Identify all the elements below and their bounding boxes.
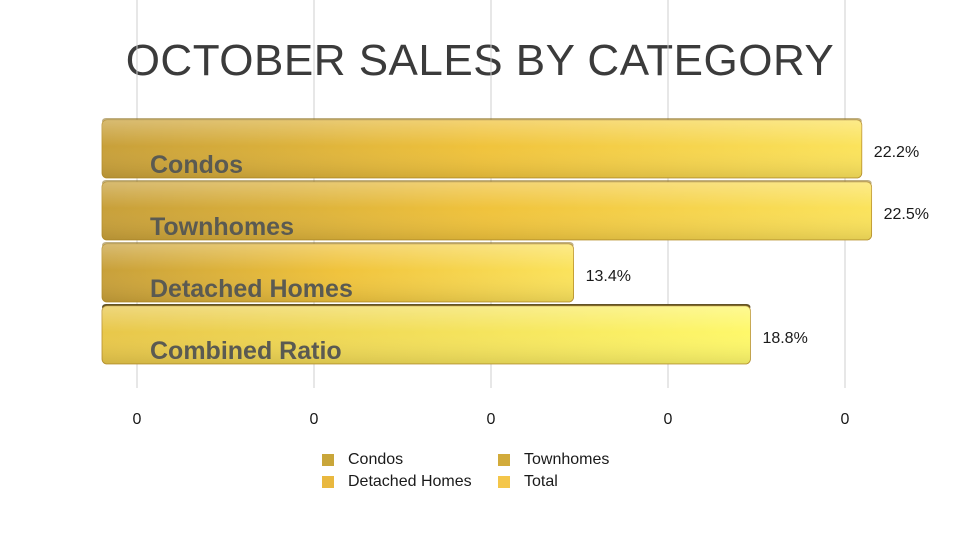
- category-label: Townhomes: [150, 213, 294, 241]
- bar-shine: [102, 244, 574, 302]
- bar-shine: [102, 120, 862, 178]
- legend-item-detached-homes: Detached Homes: [322, 473, 472, 491]
- bar-townhomes: Townhomes 22.5%: [101, 180, 929, 241]
- value-label: 18.8%: [762, 330, 807, 347]
- x-tick-label: 0: [487, 411, 496, 428]
- legend-item-townhomes: Townhomes: [498, 451, 609, 469]
- bar-detached-homes: Detached Homes 13.4%: [101, 242, 631, 303]
- bar-shine: [102, 182, 872, 240]
- legend-item-condos: Condos: [322, 451, 403, 469]
- bars: Condos 22.2% Townhomes 22.5% Detached Homes 1…: [101, 118, 929, 365]
- x-tick-label: 0: [841, 411, 850, 428]
- category-label: Combined Ratio: [150, 337, 342, 365]
- x-tick-label: 0: [310, 411, 319, 428]
- category-label: Condos: [150, 151, 243, 179]
- legend-label-condos: Condos: [348, 451, 404, 468]
- legend-item-total: Total: [498, 473, 558, 491]
- legend-label-total: Total: [524, 473, 558, 490]
- chart-title: OCTOBER SALES BY CATEGORY: [125, 36, 835, 85]
- value-label: 22.5%: [884, 206, 929, 223]
- legend-label-detached-homes: Detached Homes: [348, 473, 472, 490]
- legend-swatch-detached-homes: [322, 476, 334, 488]
- value-label: 22.2%: [874, 144, 919, 161]
- legend-swatch-total: [498, 476, 510, 488]
- legend-label-townhomes: Townhomes: [524, 451, 610, 468]
- value-label: 13.4%: [586, 268, 631, 285]
- bar-shine: [102, 306, 751, 364]
- bar-condos: Condos 22.2%: [101, 118, 919, 179]
- x-tick-labels: 0 0 0 0 0: [133, 411, 850, 428]
- x-tick-label: 0: [664, 411, 673, 428]
- x-tick-label: 0: [133, 411, 142, 428]
- category-label: Detached Homes: [150, 275, 353, 303]
- legend-swatch-condos: [322, 454, 334, 466]
- bar-combined-ratio: Combined Ratio 18.8%: [101, 304, 808, 365]
- legend-swatch-townhomes: [498, 454, 510, 466]
